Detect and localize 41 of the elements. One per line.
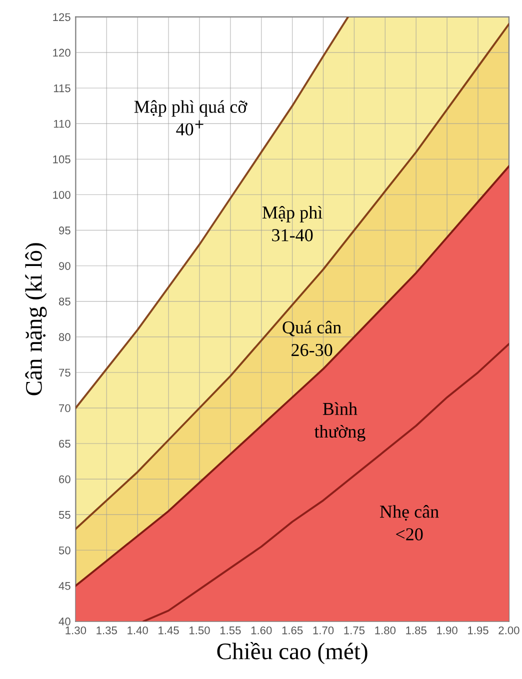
annotation: Nhẹ cân <20 [380,505,439,540]
y-tick-label: 90 [58,262,70,270]
x-tick-label: 1.60 [251,626,272,634]
y-axis-title: Cân nặng (kí lô) [25,243,47,396]
y-tick-label: 100 [53,190,70,199]
y-tick-label: 65 [59,440,70,448]
y-tick-label: 80 [58,333,70,342]
x-tick-label: 1.65 [282,626,303,634]
x-tick-label: 1.80 [375,626,396,634]
y-tick-label: 70 [59,404,70,412]
x-tick-label: 1.70 [313,626,334,634]
x-tick-label: 1.45 [158,626,179,634]
x-tick-label: 1.85 [406,626,426,634]
annotation: Mập phì quá cỡ 40$^{+}$ [134,100,248,136]
y-tick-label: 125 [53,13,70,22]
x-tick-label: 2.00 [498,626,520,634]
y-tick-label: 105 [53,155,70,164]
x-tick-label: 1.90 [437,626,458,634]
x-tick-label: 1.30 [66,626,86,634]
annotation: Bình thường [314,402,366,442]
x-tick-label: 1.55 [220,626,241,634]
y-tick-label: 85 [58,298,70,306]
x-tick-label: 1.75 [344,626,365,634]
annotation: Mập phì 31-40 [262,206,322,242]
y-tick-label: 60 [59,475,70,484]
x-axis-title: Chiều cao (mét) [217,642,368,664]
x-tick-label: 1.95 [468,626,488,634]
x-tick-label: 1.40 [128,626,148,634]
y-tick-label: 75 [59,368,70,377]
y-tick-label: 50 [58,546,70,554]
y-tick-label: 115 [54,84,70,92]
x-tick-label: 1.50 [190,626,210,634]
y-tick-label: 40 [58,618,70,626]
y-tick-label: 55 [58,511,70,519]
y-tick-label: 45 [58,582,70,590]
line-series [142,343,509,622]
y-tick-label: 110 [54,120,70,128]
y-tick-label: 95 [58,226,70,234]
y-tick-label: 120 [53,48,70,57]
x-tick-label: 1.35 [96,626,117,634]
annotation: Quá cân 26-30 [282,320,342,356]
